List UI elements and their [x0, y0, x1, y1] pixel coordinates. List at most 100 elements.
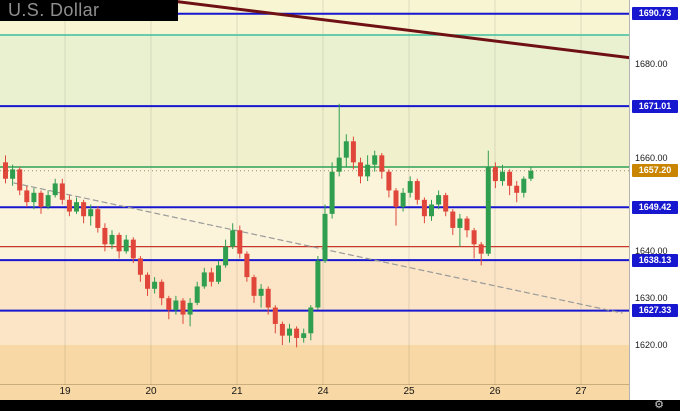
time-tick-label: 27: [575, 386, 587, 397]
candle-body: [230, 230, 236, 247]
candle-body: [166, 298, 172, 310]
candle-body: [336, 157, 342, 172]
price-tick-label: 1630.00: [635, 293, 668, 304]
candle-body: [137, 258, 143, 275]
price-zone-band: [0, 345, 629, 400]
dashed-trendline: [13, 182, 623, 314]
symbol-title: U.S. Dollar: [8, 0, 100, 20]
candle-body: [66, 199, 72, 212]
candle-body: [258, 288, 264, 296]
level-price-badge: 1638.13: [632, 253, 678, 267]
candle-body: [287, 328, 292, 336]
price-zone-band: [0, 34, 629, 107]
candle-body: [272, 307, 278, 324]
candle-body: [102, 227, 108, 245]
level-price-badge: 1690.73: [632, 7, 678, 21]
price-tick-label: 1680.00: [635, 59, 668, 69]
time-tick-label: 25: [403, 386, 415, 397]
candle-body: [478, 244, 484, 254]
candle-body: [180, 300, 186, 315]
price-tick-label: 1640.00: [635, 246, 668, 257]
time-tick-label: 24: [317, 386, 329, 397]
price-zone-band: [0, 260, 629, 345]
candle-body: [343, 141, 349, 158]
candle-body: [315, 260, 321, 308]
price-axis[interactable]: 1680.00 1660.00 1640.00 1630.00 1620.00 1690.…: [629, 0, 680, 400]
candle-body: [208, 272, 214, 282]
candle-body: [450, 211, 456, 228]
candle-body: [386, 171, 392, 191]
candle-body: [216, 265, 221, 282]
candle-body: [52, 183, 58, 196]
candle-body: [31, 192, 37, 203]
candle-body: [521, 178, 527, 193]
symbol-redaction-overlay: [0, 0, 178, 21]
candle-body: [372, 155, 378, 165]
candle-body: [492, 167, 498, 182]
candle-body: [59, 183, 65, 200]
candle-body: [350, 141, 356, 163]
candle-body: [24, 190, 30, 203]
candle-body: [329, 171, 335, 214]
candle-body: [294, 328, 300, 338]
candle-body: [201, 272, 207, 287]
candle-body: [244, 253, 250, 278]
price-zone-band: [0, 106, 629, 168]
candle-body: [358, 162, 363, 177]
settings-gear-icon[interactable]: ⚙: [654, 399, 664, 411]
candle-body: [379, 155, 385, 172]
downtrend-line: [151, 0, 629, 60]
candle-body: [145, 274, 150, 289]
candle-body: [400, 192, 406, 207]
time-tick-label: 20: [145, 386, 157, 397]
candle-body: [485, 167, 491, 254]
price-tick-label: 1620.00: [635, 340, 668, 350]
candle-body: [407, 181, 413, 193]
candle-body: [528, 170, 534, 179]
candle-body: [223, 246, 229, 266]
candle-body: [500, 171, 505, 182]
candle-body: [507, 171, 513, 186]
candle-body: [81, 202, 87, 217]
candle-body: [74, 202, 79, 212]
candle-body: [443, 195, 449, 212]
candle-body: [194, 286, 200, 303]
candle-body: [514, 185, 520, 193]
time-tick-label: 21: [231, 386, 243, 397]
price-tick-label: 1660.00: [635, 152, 668, 163]
level-price-badge: 1649.42: [632, 200, 678, 214]
candle-body: [251, 277, 257, 296]
candlestick-chart-canvas[interactable]: [0, 0, 629, 400]
candle-body: [308, 307, 314, 334]
candle-body: [17, 169, 23, 191]
candle-body: [123, 239, 129, 252]
candle-body: [279, 323, 285, 336]
candle-body: [3, 162, 8, 179]
candle-body: [457, 218, 463, 228]
candle-body: [393, 190, 399, 207]
candle-body: [301, 333, 307, 338]
candle-body: [237, 230, 243, 254]
candle-body: [38, 192, 44, 207]
candle-body: [88, 209, 94, 217]
level-price-badge: 1671.01: [632, 99, 678, 113]
candle-body: [45, 195, 51, 207]
candle-body: [365, 164, 371, 177]
candle-body: [187, 302, 193, 315]
candle-body: [471, 230, 477, 245]
level-price-badge: 1627.33: [632, 304, 678, 318]
candle-body: [130, 239, 136, 259]
candle-body: [464, 218, 470, 231]
candle-body: [159, 281, 165, 299]
current-price-badge: 1657.20: [632, 164, 678, 178]
time-tick-label: 26: [489, 386, 501, 397]
time-tick-label: 19: [59, 386, 71, 397]
time-axis-separator: [0, 384, 629, 385]
candle-body: [436, 195, 442, 205]
candle-body: [152, 281, 158, 289]
bottom-toolbar: ⚙: [0, 400, 680, 411]
candle-body: [95, 209, 101, 228]
candle-body: [265, 288, 271, 308]
candle-body: [109, 234, 115, 245]
